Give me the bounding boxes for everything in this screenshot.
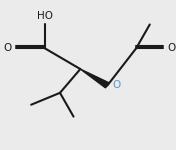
Text: O: O — [113, 80, 121, 90]
Polygon shape — [80, 69, 109, 88]
Text: O: O — [167, 43, 176, 53]
Text: HO: HO — [37, 11, 53, 21]
Text: O: O — [4, 43, 12, 53]
